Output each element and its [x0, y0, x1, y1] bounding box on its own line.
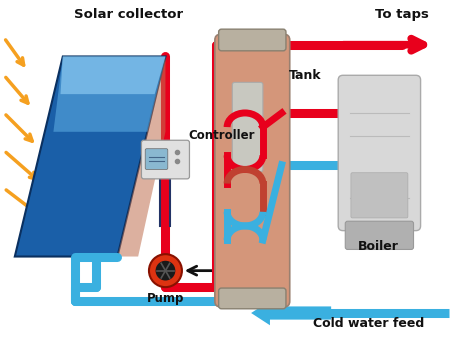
FancyArrow shape	[251, 301, 331, 325]
Text: Tank: Tank	[289, 69, 321, 82]
FancyBboxPatch shape	[215, 34, 290, 307]
FancyBboxPatch shape	[145, 149, 168, 169]
Text: Boiler: Boiler	[358, 240, 399, 253]
Polygon shape	[61, 57, 165, 94]
FancyBboxPatch shape	[232, 82, 263, 172]
Polygon shape	[118, 57, 165, 257]
FancyBboxPatch shape	[338, 75, 420, 231]
Text: Solar collector: Solar collector	[74, 8, 183, 21]
FancyBboxPatch shape	[351, 173, 408, 218]
FancyBboxPatch shape	[141, 140, 190, 179]
Text: To taps: To taps	[375, 8, 428, 21]
Circle shape	[155, 261, 175, 280]
Polygon shape	[15, 57, 165, 257]
Circle shape	[149, 254, 182, 287]
Text: Controller: Controller	[189, 129, 255, 142]
FancyBboxPatch shape	[219, 29, 286, 51]
Text: Cold water feed: Cold water feed	[313, 317, 424, 331]
Text: Pump: Pump	[147, 292, 184, 305]
Polygon shape	[54, 57, 165, 132]
FancyBboxPatch shape	[219, 288, 286, 309]
FancyBboxPatch shape	[345, 221, 413, 249]
